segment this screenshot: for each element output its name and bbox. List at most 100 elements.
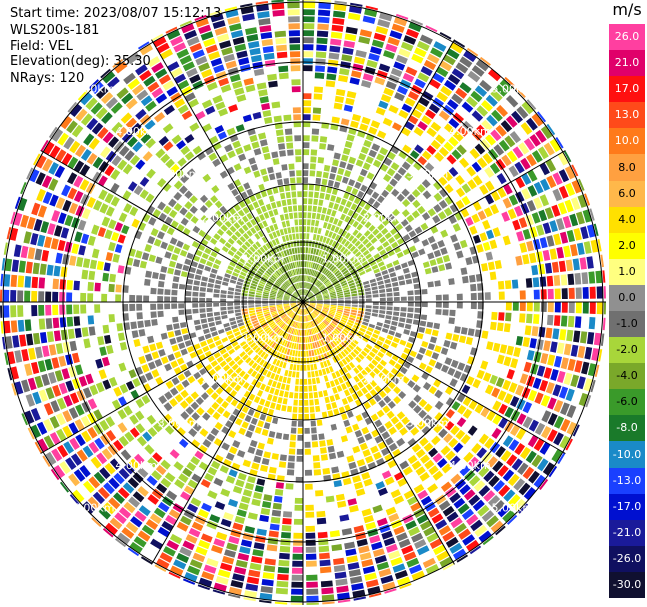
range-gate-cell [304, 462, 312, 469]
range-gate-cell [284, 419, 291, 427]
range-gate-cell [306, 226, 311, 233]
range-gate-cell [281, 346, 286, 354]
range-gate-cell [303, 357, 307, 364]
range-gate-cell [495, 377, 505, 388]
range-gate-cell [361, 260, 369, 267]
range-gate-cell [553, 432, 564, 446]
range-gate-cell [243, 365, 251, 372]
range-gate-cell [56, 397, 67, 410]
range-gate-cell [98, 369, 107, 380]
range-gate-cell [340, 280, 347, 285]
range-gate-cell [113, 492, 126, 504]
range-gate-cell [127, 136, 138, 148]
range-gate-cell [444, 79, 457, 91]
range-gate-cell [315, 293, 322, 297]
range-gate-cell [283, 316, 289, 321]
range-gate-cell [129, 154, 141, 166]
range-gate-cell [217, 448, 227, 457]
range-gate-cell [406, 356, 415, 364]
range-gate-cell [397, 133, 408, 143]
range-gate-cell [434, 361, 443, 370]
range-gate-cell [235, 284, 242, 289]
range-gate-cell [211, 185, 220, 194]
range-gate-cell [276, 295, 283, 298]
range-gate-cell [220, 302, 227, 307]
range-gate-cell [270, 216, 277, 224]
range-gate-cell [110, 102, 123, 114]
range-gate-cell [503, 323, 511, 333]
range-gate-cell [164, 251, 172, 259]
range-gate-cell [283, 298, 290, 300]
range-gate-cell [330, 537, 342, 545]
range-gate-cell [98, 507, 111, 520]
range-gate-cell [373, 113, 383, 123]
range-gate-cell [371, 264, 379, 270]
range-gate-cell [239, 340, 247, 347]
range-gate-cell [133, 185, 144, 196]
range-gate-cell [535, 129, 547, 143]
range-gate-cell [304, 392, 309, 399]
range-gate-cell [363, 401, 371, 410]
range-gate-cell [490, 89, 503, 102]
range-gate-cell [463, 345, 471, 354]
range-gate-cell [104, 334, 112, 344]
range-gate-cell [365, 579, 379, 588]
range-gate-cell [352, 212, 359, 220]
range-gate-cell [39, 263, 47, 275]
range-gate-cell [199, 303, 206, 308]
range-gate-cell [214, 364, 222, 372]
range-gate-cell [447, 349, 455, 358]
range-gate-cell [53, 330, 62, 342]
range-gate-cell [279, 330, 284, 337]
range-gate-cell [403, 432, 413, 442]
range-gate-cell [438, 176, 448, 186]
range-gate-cell [241, 308, 248, 312]
range-gate-cell [436, 164, 447, 174]
range-gate-cell [270, 322, 276, 328]
range-gate-cell [399, 583, 412, 590]
range-gate-cell [418, 248, 426, 256]
range-gate-cell [194, 200, 203, 209]
range-gate-cell [361, 426, 370, 435]
range-gate-cell [261, 276, 268, 281]
range-gate-cell [242, 489, 253, 497]
range-gate-cell [203, 328, 210, 335]
range-gate-cell [260, 507, 271, 516]
range-gate-cell [453, 351, 462, 360]
range-gate-cell [300, 308, 302, 315]
range-gate-cell [52, 291, 59, 302]
range-gate-cell [101, 356, 110, 367]
range-gate-cell [401, 127, 411, 137]
range-gate-cell [471, 213, 481, 224]
range-gate-cell [168, 198, 177, 208]
range-gate-cell [331, 466, 340, 474]
range-gate-cell [411, 53, 424, 64]
range-gate-cell [242, 373, 250, 381]
range-gate-cell [359, 501, 370, 510]
range-gate-cell [99, 467, 111, 480]
range-gate-cell [200, 238, 209, 246]
range-gate-cell [332, 386, 338, 394]
range-gate-cell [43, 402, 54, 416]
range-gate-cell [14, 381, 24, 395]
range-gate-cell [219, 465, 229, 474]
range-gate-cell [315, 333, 320, 340]
range-gate-cell [321, 368, 327, 375]
range-gate-cell [88, 210, 98, 222]
range-gate-cell [277, 468, 286, 475]
range-gate-cell [450, 455, 461, 466]
range-gate-cell [219, 154, 229, 163]
range-gate-cell [184, 571, 198, 582]
range-gate-cell [560, 274, 568, 286]
range-gate-cell [385, 506, 397, 516]
range-gate-cell [417, 489, 429, 500]
range-gate-cell [275, 482, 284, 489]
range-gate-cell [269, 402, 276, 410]
range-gate-cell [322, 467, 331, 475]
range-gate-cell [309, 296, 315, 300]
range-gate-cell [398, 390, 407, 400]
range-gate-cell [484, 180, 495, 192]
range-gate-cell [414, 295, 421, 301]
range-gate-cell [361, 386, 369, 395]
range-gate-cell [216, 324, 224, 330]
